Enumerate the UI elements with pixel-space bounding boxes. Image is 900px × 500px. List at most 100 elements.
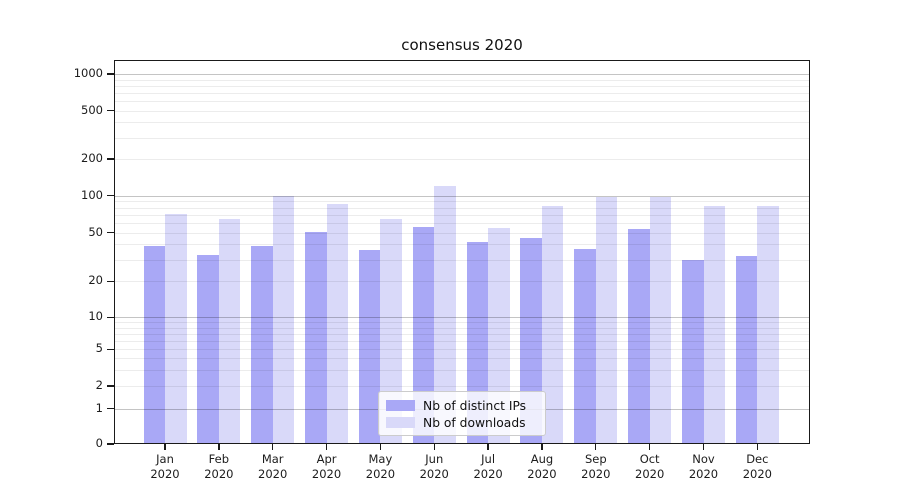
bar-jun-downloads	[434, 186, 456, 444]
bar-feb-downloads	[218, 219, 241, 444]
minor-gridline-60	[114, 222, 810, 224]
x-tick-label-aug: Aug 2020	[512, 452, 572, 482]
y-tick-200	[107, 158, 114, 160]
minor-gridline-2	[114, 386, 810, 387]
x-tick-label-year: 2020	[473, 467, 503, 481]
x-tick-jul	[487, 444, 489, 450]
minor-gridline-400	[114, 122, 810, 124]
x-tick-label-mar: Mar 2020	[243, 452, 303, 482]
minor-gridline-4	[114, 358, 810, 360]
x-tick-label-year: 2020	[150, 467, 180, 481]
x-tick-label-month: May	[368, 452, 393, 466]
bar-feb-distinct-ips	[197, 254, 219, 444]
x-tick-aug	[541, 444, 543, 450]
y-tick-100	[107, 195, 114, 197]
y-tick-label-0: 0	[95, 436, 103, 450]
x-tick-dec	[756, 444, 759, 450]
minor-gridline-6	[114, 340, 810, 342]
y-tick-label-5: 5	[95, 341, 103, 356]
y-tick-1	[107, 407, 114, 410]
x-tick-label-month: Dec	[746, 452, 769, 466]
x-tick-label-dec: Dec 2020	[727, 452, 787, 482]
major-gridline-10	[114, 317, 810, 319]
x-tick-label-may: May 2020	[350, 452, 410, 482]
x-tick-sep	[595, 444, 597, 450]
legend-label-distinct-ips: Nb of distinct IPs	[423, 398, 527, 413]
minor-gridline-20	[114, 281, 810, 283]
x-tick-label-month: Jan	[156, 452, 174, 466]
minor-gridline-900	[114, 79, 810, 81]
x-tick-label-month: Feb	[208, 452, 230, 466]
bar-jul-downloads	[488, 227, 510, 444]
x-tick-label-month: Aug	[530, 452, 554, 466]
y-tick-label-100: 100	[81, 187, 103, 202]
minor-gridline-5	[114, 349, 810, 351]
x-tick-label-month: Jul	[481, 452, 496, 466]
minor-gridline-90	[114, 201, 810, 203]
x-tick-label-apr: Apr 2020	[297, 452, 357, 482]
y-tick-label-10: 10	[88, 309, 103, 324]
x-tick-label-year: 2020	[419, 467, 449, 481]
x-tick-mar	[272, 444, 274, 450]
y-tick-20	[107, 280, 114, 283]
bar-jan-downloads	[165, 213, 187, 444]
x-tick-apr	[325, 444, 328, 450]
bar-may-downloads	[380, 219, 402, 444]
minor-gridline-500	[114, 110, 810, 112]
x-tick-label-month: Nov	[692, 452, 715, 466]
minor-gridline-80	[114, 207, 810, 209]
y-tick-10	[107, 316, 114, 318]
y-tick-label-200: 200	[81, 151, 103, 165]
x-tick-label-jun: Jun 2020	[404, 452, 464, 482]
y-tick-1000	[107, 73, 114, 75]
plot-area	[114, 60, 810, 444]
legend-swatch-downloads	[386, 417, 415, 428]
bar-jun-distinct-ips	[412, 226, 435, 444]
minor-gridline-7	[114, 333, 810, 335]
y-tick-label-1: 1	[95, 400, 103, 415]
x-tick-label-year: 2020	[527, 467, 557, 481]
x-tick-label-sep: Sep 2020	[566, 452, 626, 482]
x-tick-label-month: Oct	[639, 452, 660, 466]
minor-gridline-50	[114, 232, 810, 234]
minor-gridline-800	[114, 85, 810, 87]
bar-dec-distinct-ips	[735, 256, 758, 444]
bar-mar-distinct-ips	[251, 245, 273, 444]
x-tick-label-nov: Nov 2020	[674, 452, 734, 482]
bar-nov-downloads	[703, 206, 725, 444]
bar-mar-downloads	[272, 196, 295, 444]
x-tick-label-month: Mar	[261, 452, 284, 466]
chart-title: consensus 2020	[401, 36, 523, 54]
x-tick-may	[379, 444, 382, 450]
y-tick-label-2: 2	[95, 378, 103, 392]
major-gridline-1000	[114, 74, 810, 75]
y-tick-label-50: 50	[88, 224, 103, 239]
legend-label-downloads: Nb of downloads	[423, 415, 526, 430]
x-tick-feb	[218, 444, 220, 450]
x-tick-label-year: 2020	[742, 467, 772, 481]
minor-gridline-8	[114, 327, 810, 329]
x-tick-label-year: 2020	[365, 467, 396, 481]
x-tick-label-year: 2020	[204, 467, 234, 481]
x-tick-label-feb: Feb 2020	[189, 452, 249, 482]
bar-apr-downloads	[326, 204, 349, 444]
x-tick-oct	[648, 444, 651, 450]
y-tick-label-1000: 1000	[73, 66, 103, 80]
y-tick-label-500: 500	[81, 102, 103, 117]
minor-gridline-40	[114, 244, 810, 246]
minor-gridline-700	[114, 92, 810, 94]
x-tick-nov	[702, 444, 705, 450]
x-tick-label-year: 2020	[258, 467, 288, 481]
bar-dec-downloads	[757, 205, 779, 444]
y-tick-label-20: 20	[88, 273, 103, 288]
bar-nov-distinct-ips	[682, 259, 704, 444]
bar-oct-downloads	[649, 197, 672, 444]
x-tick-jan	[164, 444, 166, 450]
x-tick-label-year: 2020	[635, 467, 665, 481]
y-tick-5	[107, 348, 114, 350]
legend-swatch-distinct-ips	[386, 400, 415, 411]
bar-apr-distinct-ips	[305, 231, 327, 444]
x-tick-label-month: Jun	[425, 452, 444, 466]
x-tick-label-oct: Oct 2020	[620, 452, 680, 482]
